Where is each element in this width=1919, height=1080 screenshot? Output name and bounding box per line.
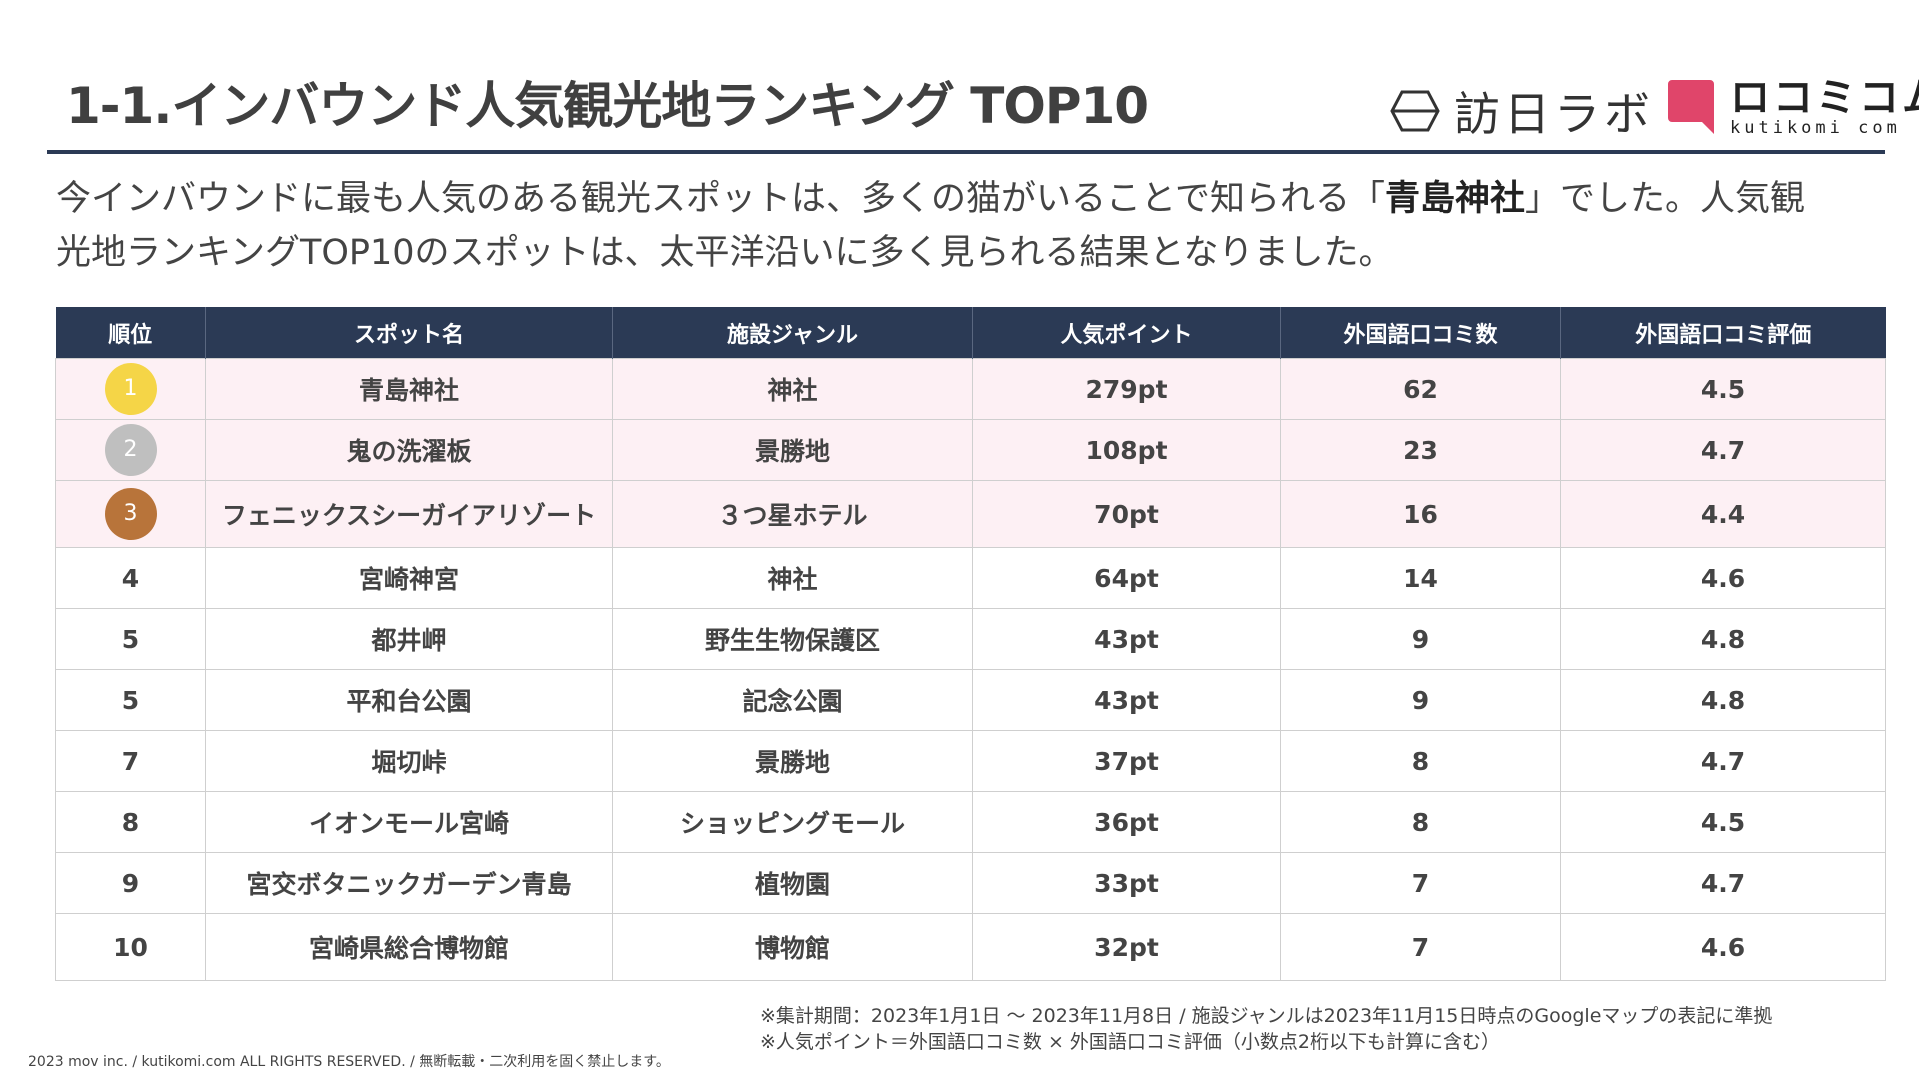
genre-cell: 博物館 bbox=[612, 913, 973, 981]
kuchikomi-com-logo-text: ロコミコム bbox=[1730, 75, 1919, 121]
table-row: 5 平和台公園 記念公園 43pt 9 4.8 bbox=[55, 669, 1886, 731]
table-row: 8 イオンモール宮崎 ショッピングモール 36pt 8 4.5 bbox=[55, 791, 1886, 853]
rank-cell: 4 bbox=[55, 547, 206, 609]
spot-name-cell: 宮崎神宮 bbox=[205, 547, 613, 609]
houjin-lab-logo-text: 訪日ラボ bbox=[1454, 87, 1654, 141]
silver-medal-icon: 2 bbox=[104, 424, 157, 476]
review-rating-cell: 4.6 bbox=[1560, 913, 1886, 981]
kuchikomi-com-logo-subtext: kutikomi com bbox=[1730, 118, 1901, 138]
genre-cell: 神社 bbox=[612, 547, 973, 609]
review-count-cell: 8 bbox=[1280, 791, 1561, 853]
page-title: 1-1.インバウンド人気観光地ランキング TOP10 bbox=[66, 77, 1149, 135]
spot-name-cell: 平和台公園 bbox=[205, 669, 613, 731]
review-rating-cell: 4.7 bbox=[1560, 419, 1886, 481]
genre-cell: ３つ星ホテル bbox=[612, 480, 973, 548]
review-count-cell: 7 bbox=[1280, 913, 1561, 981]
spot-name-cell: イオンモール宮崎 bbox=[205, 791, 613, 853]
column-header-spot-name: スポット名 bbox=[205, 307, 613, 359]
genre-cell: 景勝地 bbox=[612, 730, 973, 792]
intro-text-before: 今インバウンドに最も人気のある観光スポットは、多くの猫がいることで知られる「 bbox=[56, 179, 1385, 219]
review-rating-cell: 4.8 bbox=[1560, 608, 1886, 670]
review-rating-cell: 4.6 bbox=[1560, 547, 1886, 609]
points-cell: 43pt bbox=[972, 669, 1281, 731]
table-row: 5 都井岬 野生生物保護区 43pt 9 4.8 bbox=[55, 608, 1886, 670]
bronze-medal-icon: 3 bbox=[104, 488, 157, 540]
genre-cell: 神社 bbox=[612, 358, 973, 420]
genre-cell: 記念公園 bbox=[612, 669, 973, 731]
houjin-lab-logo: 訪日ラボ bbox=[1390, 78, 1654, 144]
rank-cell: 2 bbox=[55, 419, 206, 481]
spot-name-cell: 青島神社 bbox=[205, 358, 613, 420]
table-row: 3 フェニックスシーガイアリゾート ３つ星ホテル 70pt 16 4.4 bbox=[55, 480, 1886, 548]
points-cell: 43pt bbox=[972, 608, 1281, 670]
review-rating-cell: 4.8 bbox=[1560, 669, 1886, 731]
column-header-points: 人気ポイント bbox=[972, 307, 1281, 359]
footnotes: ※集計期間：2023年1月1日 〜 2023年11月8日 / 施設ジャンルは20… bbox=[760, 1003, 1772, 1055]
kuchikomi-com-logo: ロコミコム kutikomi com bbox=[1666, 78, 1919, 138]
footnote-points-formula: ※人気ポイント＝外国語口コミ数 × 外国語口コミ評価（小数点2桁以下も計算に含む… bbox=[760, 1031, 1501, 1053]
spot-name-cell: 都井岬 bbox=[205, 608, 613, 670]
rank-cell: 8 bbox=[55, 791, 206, 853]
rank-cell: 7 bbox=[55, 730, 206, 792]
column-header-review-rating: 外国語口コミ評価 bbox=[1560, 307, 1886, 359]
spot-name-cell: 宮交ボタニックガーデン青島 bbox=[205, 852, 613, 914]
column-header-genre: 施設ジャンル bbox=[612, 307, 973, 359]
spot-name-cell: 堀切峠 bbox=[205, 730, 613, 792]
review-count-cell: 8 bbox=[1280, 730, 1561, 792]
review-rating-cell: 4.5 bbox=[1560, 358, 1886, 420]
rank-cell: 9 bbox=[55, 852, 206, 914]
review-count-cell: 9 bbox=[1280, 669, 1561, 731]
rank-cell: 1 bbox=[55, 358, 206, 420]
column-header-review-count: 外国語口コミ数 bbox=[1280, 307, 1561, 359]
genre-cell: 植物園 bbox=[612, 852, 973, 914]
points-cell: 64pt bbox=[972, 547, 1281, 609]
review-count-cell: 16 bbox=[1280, 480, 1561, 548]
intro-text-after: 」でした。人気観光地ランキングTOP10のスポットは、太平洋沿いに多く見られる結… bbox=[56, 179, 1805, 273]
column-header-rank: 順位 bbox=[55, 307, 206, 359]
points-cell: 32pt bbox=[972, 913, 1281, 981]
table-row: 1 青島神社 神社 279pt 62 4.5 bbox=[55, 358, 1886, 420]
points-cell: 33pt bbox=[972, 852, 1281, 914]
review-rating-cell: 4.7 bbox=[1560, 730, 1886, 792]
ranking-table: 順位 スポット名 施設ジャンル 人気ポイント 外国語口コミ数 外国語口コミ評価 … bbox=[55, 307, 1886, 981]
review-rating-cell: 4.7 bbox=[1560, 852, 1886, 914]
table-row: 7 堀切峠 景勝地 37pt 8 4.7 bbox=[55, 730, 1886, 792]
gold-medal-icon: 1 bbox=[104, 363, 157, 415]
intro-paragraph: 今インバウンドに最も人気のある観光スポットは、多くの猫がいることで知られる「青島… bbox=[56, 172, 1836, 280]
table-row: 9 宮交ボタニックガーデン青島 植物園 33pt 7 4.7 bbox=[55, 852, 1886, 914]
points-cell: 37pt bbox=[972, 730, 1281, 792]
hexagon-logo-icon bbox=[1390, 90, 1440, 132]
rank-cell: 5 bbox=[55, 608, 206, 670]
spot-name-cell: 宮崎県総合博物館 bbox=[205, 913, 613, 981]
review-count-cell: 14 bbox=[1280, 547, 1561, 609]
table-row: 2 鬼の洗濯板 景勝地 108pt 23 4.7 bbox=[55, 419, 1886, 481]
points-cell: 70pt bbox=[972, 480, 1281, 548]
table-row: 4 宮崎神宮 神社 64pt 14 4.6 bbox=[55, 547, 1886, 609]
genre-cell: ショッピングモール bbox=[612, 791, 973, 853]
points-cell: 36pt bbox=[972, 791, 1281, 853]
spot-name-cell: 鬼の洗濯板 bbox=[205, 419, 613, 481]
genre-cell: 景勝地 bbox=[612, 419, 973, 481]
footnote-period: ※集計期間：2023年1月1日 〜 2023年11月8日 / 施設ジャンルは20… bbox=[760, 1005, 1773, 1027]
review-count-cell: 62 bbox=[1280, 358, 1561, 420]
points-cell: 279pt bbox=[972, 358, 1281, 420]
review-rating-cell: 4.5 bbox=[1560, 791, 1886, 853]
speech-bubble-logo-icon bbox=[1668, 80, 1714, 134]
points-cell: 108pt bbox=[972, 419, 1281, 481]
review-count-cell: 7 bbox=[1280, 852, 1561, 914]
rank-cell: 3 bbox=[55, 480, 206, 548]
rank-cell: 10 bbox=[55, 913, 206, 981]
review-count-cell: 23 bbox=[1280, 419, 1561, 481]
review-rating-cell: 4.4 bbox=[1560, 480, 1886, 548]
table-row: 10 宮崎県総合博物館 博物館 32pt 7 4.6 bbox=[55, 913, 1886, 981]
title-divider bbox=[47, 150, 1885, 154]
intro-highlight: 青島神社 bbox=[1384, 179, 1525, 219]
review-count-cell: 9 bbox=[1280, 608, 1561, 670]
genre-cell: 野生生物保護区 bbox=[612, 608, 973, 670]
copyright-notice: 2023 mov inc. / kutikomi.com ALL RIGHTS … bbox=[28, 1054, 670, 1070]
spot-name-cell: フェニックスシーガイアリゾート bbox=[205, 480, 613, 548]
table-header-row: 順位 スポット名 施設ジャンル 人気ポイント 外国語口コミ数 外国語口コミ評価 bbox=[55, 307, 1886, 359]
rank-cell: 5 bbox=[55, 669, 206, 731]
